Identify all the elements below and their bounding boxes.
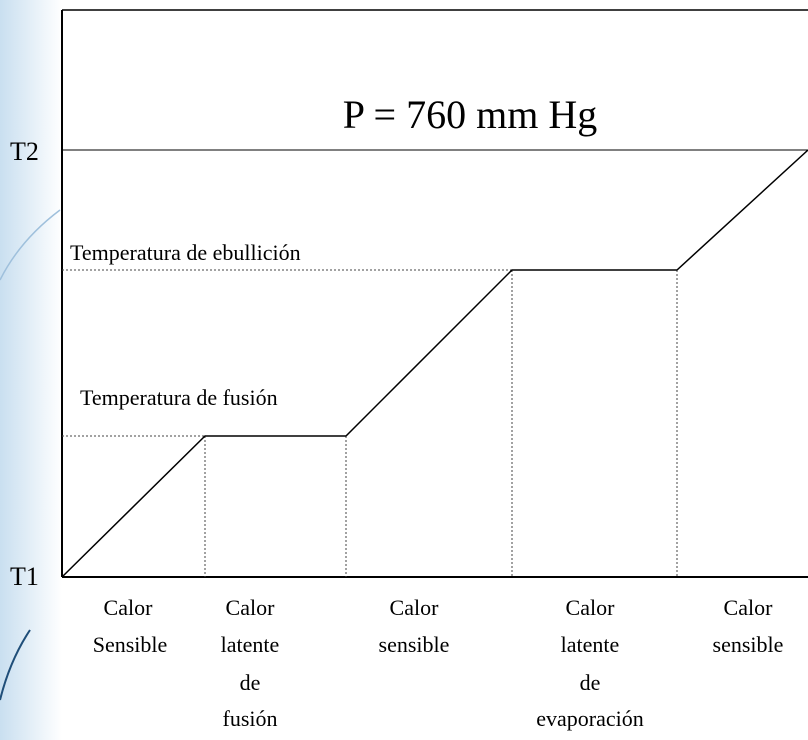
stage-label: de <box>240 670 261 695</box>
background-arc <box>0 629 31 701</box>
stage-label: Calor <box>390 595 440 620</box>
guides <box>62 269 678 577</box>
stage-label: evaporación <box>536 706 644 731</box>
t1-label: T1 <box>10 562 39 591</box>
stage-label: fusión <box>223 706 278 731</box>
t2-label: T2 <box>10 137 39 166</box>
stage-label: Calor <box>226 595 276 620</box>
stage-label: Calor <box>724 595 774 620</box>
boiling-label: Temperatura de ebullición <box>70 240 301 265</box>
background-arc <box>0 209 61 281</box>
stage-label: Sensible <box>93 632 168 657</box>
stage-label: latente <box>221 632 280 657</box>
melting-label: Temperatura de fusión <box>80 385 278 410</box>
background-strip <box>0 0 62 740</box>
title: P = 760 mm Hg <box>343 92 597 137</box>
stage-label: sensible <box>379 632 450 657</box>
stage-label: de <box>580 670 601 695</box>
stage-label: Calor <box>104 595 154 620</box>
heating-curve <box>61 149 808 578</box>
stage-label: latente <box>561 632 620 657</box>
stage-label: Calor <box>566 595 616 620</box>
stage-label: sensible <box>713 632 784 657</box>
